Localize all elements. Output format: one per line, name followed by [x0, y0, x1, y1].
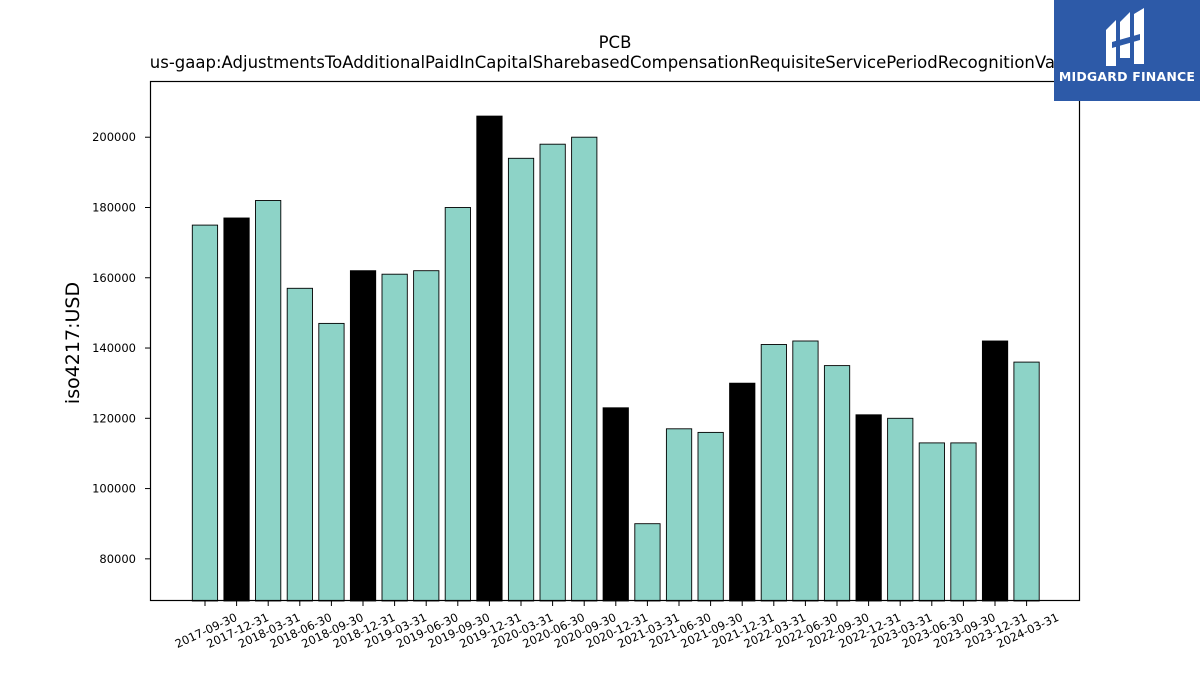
- bar-2023-03-31: [887, 417, 914, 602]
- bars-group: [191, 115, 1040, 602]
- midgard-logo-icon: [1106, 8, 1144, 66]
- bar-2020-06-30: [539, 143, 566, 602]
- bar-2021-06-30: [665, 428, 693, 602]
- bar-2022-12-31: [855, 414, 882, 602]
- y-axis: 80000 100000 120000 140000 160000 180000 20000…: [92, 130, 150, 566]
- bar-2017-09-30: [191, 224, 219, 602]
- bar-2023-12-31: [981, 340, 1009, 602]
- bar-2020-03-31: [507, 157, 535, 602]
- bar-2018-06-30: [286, 287, 313, 602]
- bar-2020-09-30: [571, 136, 598, 602]
- bar-2021-03-31: [634, 523, 661, 602]
- bar-2019-03-31: [381, 273, 408, 602]
- bar-2022-03-31: [760, 344, 787, 602]
- midgard-logo: MIDGARD FINANCE: [1054, 0, 1200, 101]
- logo-text: MIDGARD FINANCE: [1058, 69, 1196, 84]
- bar-2018-12-31: [349, 270, 377, 602]
- bar-2018-09-30: [318, 322, 345, 602]
- bar-2019-06-30: [413, 270, 440, 602]
- bar-2023-09-30: [950, 442, 977, 602]
- y-tick-label: 180000: [92, 200, 136, 214]
- bar-2019-12-31: [476, 115, 503, 602]
- bar-2023-06-30: [918, 442, 945, 602]
- bar-2024-03-31: [1013, 361, 1040, 602]
- plot-frame: [149, 80, 1081, 602]
- bar-2019-09-30: [444, 207, 471, 602]
- y-tick-label: 140000: [92, 341, 136, 355]
- bar-2021-09-30: [697, 431, 724, 602]
- chart-subtitle: us-gaap:AdjustmentsToAdditionalPaidInCap…: [150, 53, 1080, 72]
- y-tick-label: 200000: [92, 130, 136, 144]
- x-axis: 2017-09-302017-12-312018-03-312018-06-30…: [173, 601, 1061, 651]
- y-tick-label: 120000: [92, 411, 136, 425]
- y-axis-label: iso4217:USD: [62, 282, 84, 404]
- y-tick-label: 160000: [92, 271, 136, 285]
- bar-2020-12-31: [602, 407, 629, 602]
- y-tick-label: 80000: [99, 552, 136, 566]
- bar-2022-09-30: [823, 365, 851, 602]
- y-tick-label: 100000: [92, 482, 136, 496]
- chart-title: PCB: [599, 33, 632, 52]
- bar-2017-12-31: [223, 217, 250, 602]
- bar-2018-03-31: [255, 200, 282, 602]
- bar-2021-12-31: [729, 382, 756, 602]
- bar-2022-06-30: [792, 340, 819, 602]
